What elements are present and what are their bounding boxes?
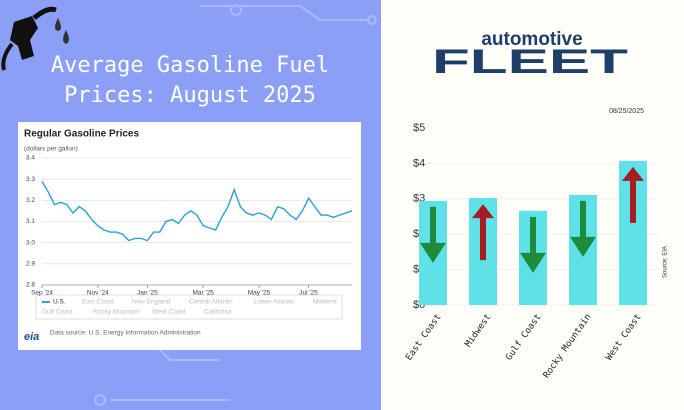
chart-date: 08/25/2025 [609,108,644,115]
legend-label-disabled: Rocky Mountain [93,309,140,316]
chart-subtitle: (dollars per gallon) [24,146,78,153]
brand-bottom: FLEET [432,43,628,81]
legend-label-disabled: Central Atlantic [189,299,233,306]
line-series [41,180,353,242]
fuel-pump-icon [1,6,69,71]
x-tick-label: Nov '24 [87,290,109,297]
y-tick-label: $5 [413,122,425,134]
page-title: Prices: August 2025 [64,83,316,108]
x-tick-label: May '25 [248,290,271,297]
y-tick-label: 2.9 [26,261,35,268]
legend-label-disabled: New England [132,299,171,306]
y-tick-label: 3.3 [26,176,35,183]
legend-label-disabled: East Coast [82,299,114,306]
chart-card [18,122,361,350]
legend-label-disabled: West Coast [152,309,186,316]
legend-label-disabled: California [204,309,232,316]
brand-top: automotive [481,29,582,50]
y-tick-label: 3.2 [26,197,35,204]
source-logo: eia [24,331,39,343]
legend-box [35,294,343,320]
y-tick-label: 3.0 [26,239,35,246]
trend-arrow [420,206,446,263]
y-tick-label: 3.4 [26,155,35,162]
trend-arrow [472,204,494,261]
legend-label: U.S. [53,299,66,306]
trend-arrow [570,200,596,257]
y-tick-label: 2.8 [26,282,35,289]
x-tick-label: Jan '25 [137,290,158,297]
legend-label-disabled: Lower Atlantic [254,299,295,306]
x-tick-label: Mar '25 [192,290,214,297]
trend-arrow [622,166,644,223]
x-tick-label: Jul '25 [299,290,318,297]
chart-title: Regular Gasoline Prices [24,129,139,140]
source-note: Data source: U.S. Energy Information Adm… [50,330,201,337]
x-tick-label: Sep '24 [31,290,53,297]
trend-arrow [520,216,546,273]
legend-label-disabled: Gulf Coast [42,309,73,316]
source-note: Source: EIA [663,246,669,278]
y-tick-label: $4 [413,157,425,169]
legend-label-disabled: Midwest [313,299,337,306]
y-tick-label: 3.1 [26,218,35,225]
page-title: Average Gasoline Fuel [51,53,329,78]
